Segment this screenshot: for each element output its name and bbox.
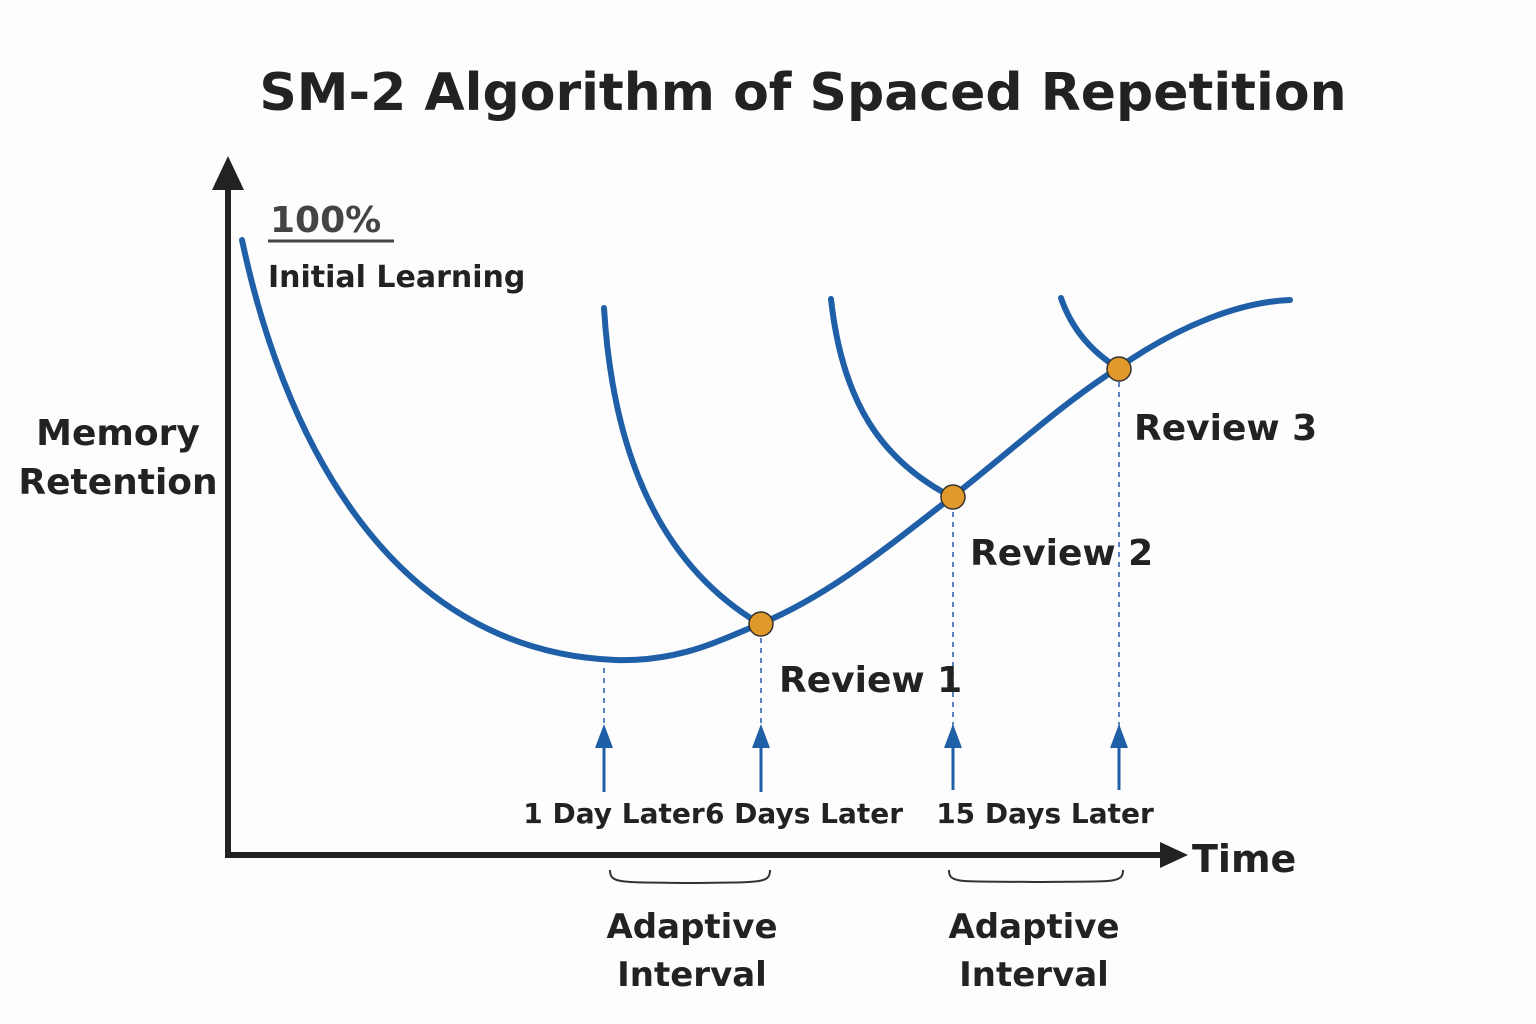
review-label-2: Review 2 bbox=[970, 533, 1153, 574]
x-axis bbox=[225, 842, 1188, 868]
retention-curve bbox=[239, 237, 1293, 664]
x-axis-arrow-icon bbox=[1160, 842, 1188, 868]
arrow-up-icon bbox=[944, 724, 962, 790]
forgetting-curve-3 bbox=[1058, 295, 1121, 371]
review-label-1: Review 1 bbox=[779, 660, 962, 701]
y-axis-label-line2: Retention bbox=[18, 462, 217, 503]
forgetting-curve-2 bbox=[828, 296, 955, 500]
review-point-2 bbox=[940, 484, 966, 510]
interval-label-3: 15 Days Later bbox=[936, 797, 1154, 830]
initial-learning-label: Initial Learning bbox=[268, 260, 525, 295]
adaptive-interval-1-line1: Adaptive bbox=[606, 907, 777, 947]
forgetting-curve-1 bbox=[601, 305, 763, 627]
diagram-title: SM-2 Algorithm of Spaced Repetition bbox=[259, 63, 1346, 123]
review-point-3 bbox=[1106, 356, 1132, 382]
arrow-up-icon bbox=[752, 724, 770, 792]
review-point-1 bbox=[748, 611, 774, 637]
interval-bracket-2 bbox=[948, 869, 1124, 884]
y-axis-label-line1: Memory bbox=[36, 413, 200, 454]
adaptive-interval-2-line2: Interval bbox=[959, 955, 1109, 995]
guide-lines bbox=[603, 382, 1120, 728]
top-value-label: 100% bbox=[270, 200, 381, 241]
arrow-up-icon bbox=[1110, 724, 1128, 790]
adaptive-interval-1-line2: Interval bbox=[617, 955, 767, 995]
interval-label-2: 6 Days Later bbox=[705, 797, 903, 830]
interval-label-1: 1 Day Later bbox=[523, 797, 705, 830]
adaptive-interval-2-line1: Adaptive bbox=[948, 907, 1119, 947]
interval-bracket-1 bbox=[609, 869, 771, 885]
arrow-up-icon bbox=[595, 724, 613, 792]
x-axis-label: Time bbox=[1192, 837, 1296, 881]
y-axis bbox=[212, 156, 244, 857]
review-label-3: Review 3 bbox=[1134, 408, 1317, 449]
y-axis-arrow-icon bbox=[212, 156, 244, 190]
